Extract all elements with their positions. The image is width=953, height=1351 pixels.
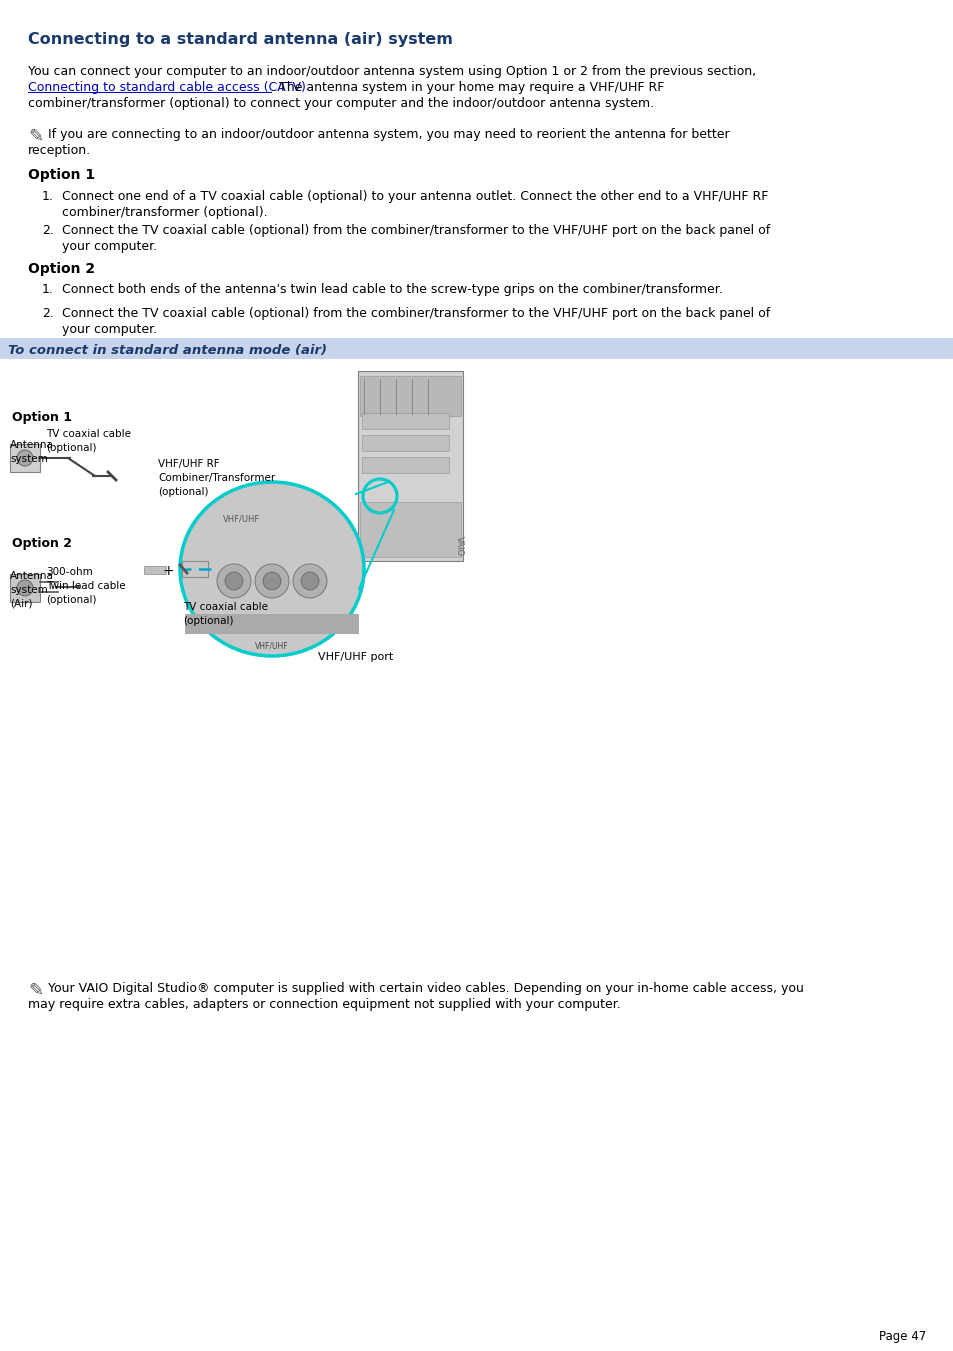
Text: Connect one end of a TV coaxial cable (optional) to your antenna outlet. Connect: Connect one end of a TV coaxial cable (o…: [62, 190, 767, 203]
Text: (optional): (optional): [158, 486, 209, 497]
Text: your computer.: your computer.: [62, 323, 157, 336]
Text: VAIO: VAIO: [455, 536, 463, 557]
Bar: [361, 413, 449, 430]
Text: (optional): (optional): [183, 616, 233, 626]
Text: VHF/UHF port: VHF/UHF port: [317, 653, 393, 662]
Text: TV coaxial cable: TV coaxial cable: [183, 603, 268, 612]
Text: VHF/UHF: VHF/UHF: [254, 642, 289, 650]
Circle shape: [17, 450, 33, 466]
Text: ✎: ✎: [28, 128, 43, 146]
Text: system: system: [10, 454, 48, 463]
Text: VHF/UHF: VHF/UHF: [223, 513, 260, 523]
Bar: [182, 561, 208, 577]
Circle shape: [263, 571, 281, 590]
Text: (optional): (optional): [46, 443, 96, 453]
Text: reception.: reception.: [28, 145, 91, 157]
Text: Antenna: Antenna: [10, 440, 53, 450]
Text: combiner/transformer (optional).: combiner/transformer (optional).: [62, 205, 268, 219]
Bar: [361, 435, 449, 451]
Text: Connect the TV coaxial cable (optional) from the combiner/transformer to the VHF: Connect the TV coaxial cable (optional) …: [62, 307, 769, 320]
Circle shape: [216, 563, 251, 598]
Text: Connecting to standard cable access (CATV): Connecting to standard cable access (CAT…: [28, 81, 306, 95]
Bar: [10, 574, 40, 603]
Circle shape: [301, 571, 318, 590]
Text: Option 1: Option 1: [12, 411, 71, 424]
Text: Connect both ends of the antenna's twin lead cable to the screw-type grips on th: Connect both ends of the antenna's twin …: [62, 282, 722, 296]
Text: You can connect your computer to an indoor/outdoor antenna system using Option 1: You can connect your computer to an indo…: [28, 65, 756, 78]
Text: system: system: [10, 585, 48, 594]
Text: (optional): (optional): [46, 594, 96, 605]
Text: TV coaxial cable: TV coaxial cable: [46, 430, 131, 439]
Bar: [144, 566, 166, 574]
Text: +: +: [162, 563, 173, 578]
Text: 300-ohm: 300-ohm: [46, 567, 92, 577]
Ellipse shape: [180, 482, 364, 657]
Circle shape: [254, 563, 289, 598]
Text: 1.: 1.: [42, 282, 53, 296]
Text: Option 1: Option 1: [28, 168, 95, 182]
Text: Antenna: Antenna: [10, 571, 53, 581]
Text: may require extra cables, adapters or connection equipment not supplied with you: may require extra cables, adapters or co…: [28, 998, 620, 1011]
Text: your computer.: your computer.: [62, 240, 157, 253]
Text: Connecting to a standard antenna (air) system: Connecting to a standard antenna (air) s…: [28, 32, 453, 47]
Bar: [359, 376, 460, 416]
Text: Connect the TV coaxial cable (optional) from the combiner/transformer to the VHF: Connect the TV coaxial cable (optional) …: [62, 224, 769, 236]
Text: combiner/transformer (optional) to connect your computer and the indoor/outdoor : combiner/transformer (optional) to conne…: [28, 97, 654, 109]
Text: Your VAIO Digital Studio® computer is supplied with certain video cables. Depend: Your VAIO Digital Studio® computer is su…: [48, 982, 803, 994]
Text: If you are connecting to an indoor/outdoor antenna system, you may need to reori: If you are connecting to an indoor/outdo…: [48, 128, 729, 141]
Bar: [10, 444, 40, 471]
Text: VHF/UHF RF: VHF/UHF RF: [158, 459, 219, 469]
Bar: [357, 372, 462, 561]
Bar: [359, 503, 460, 557]
Text: (Air): (Air): [10, 598, 32, 609]
Text: . The antenna system in your home may require a VHF/UHF RF: . The antenna system in your home may re…: [271, 81, 663, 95]
Text: Twin lead cable: Twin lead cable: [46, 581, 126, 590]
Text: Option 2: Option 2: [28, 262, 95, 276]
Text: ✎: ✎: [28, 982, 43, 1000]
Bar: [185, 613, 358, 634]
Text: Option 2: Option 2: [12, 536, 71, 550]
Text: Combiner/Transformer: Combiner/Transformer: [158, 473, 275, 484]
Circle shape: [293, 563, 327, 598]
Text: 2.: 2.: [42, 307, 53, 320]
Text: To connect in standard antenna mode (air): To connect in standard antenna mode (air…: [8, 345, 327, 357]
Text: 2.: 2.: [42, 224, 53, 236]
Text: Page 47: Page 47: [878, 1329, 925, 1343]
Circle shape: [17, 580, 33, 596]
Bar: [361, 457, 449, 473]
Text: 1.: 1.: [42, 190, 53, 203]
Circle shape: [225, 571, 243, 590]
Bar: [0, 338, 953, 359]
